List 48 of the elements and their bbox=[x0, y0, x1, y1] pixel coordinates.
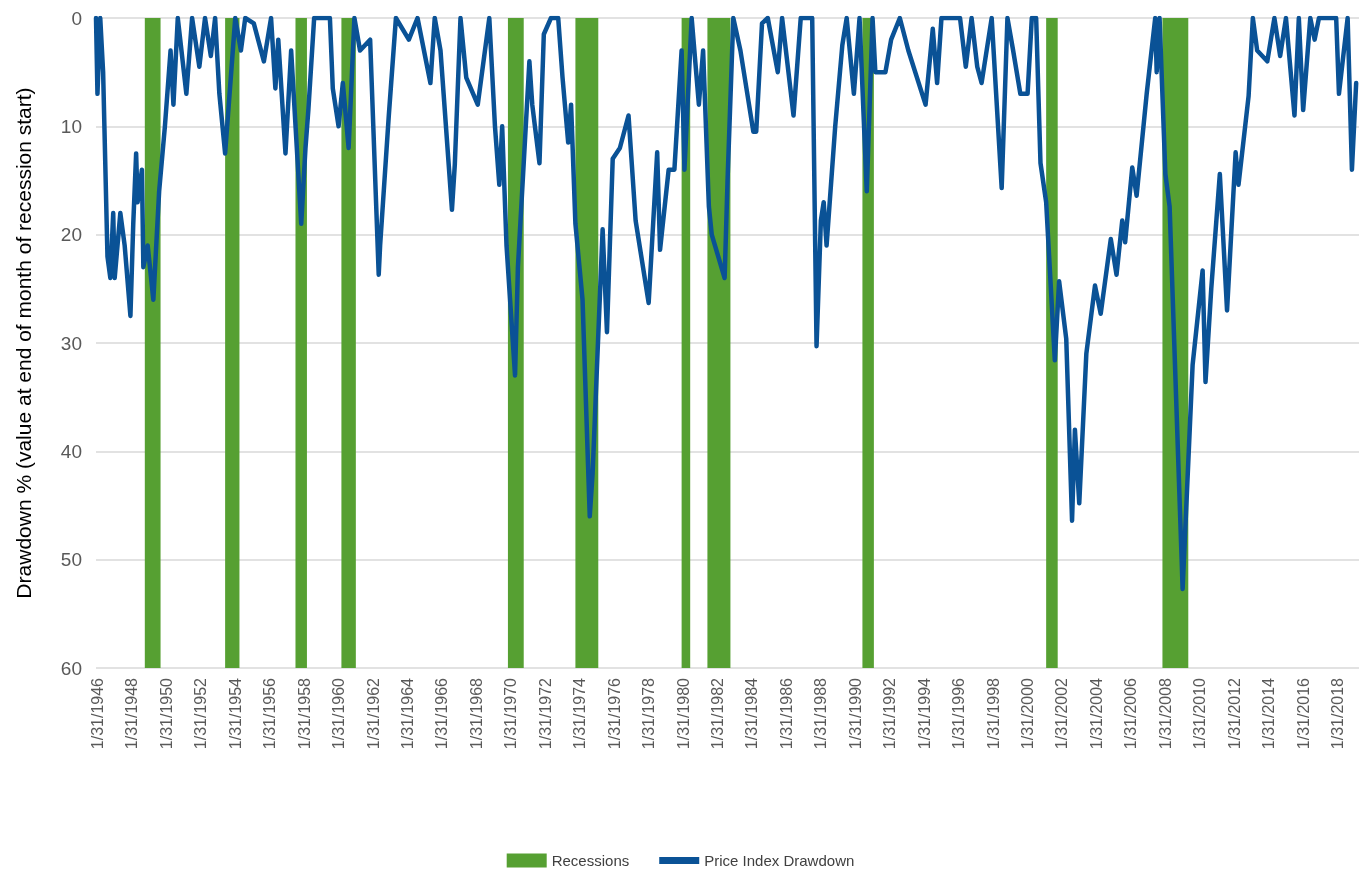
x-tick-label: 1/31/1976 bbox=[605, 677, 623, 750]
x-tick-label: 1/31/1960 bbox=[330, 677, 348, 750]
x-tick-label: 1/31/1970 bbox=[502, 677, 520, 750]
x-tick-label: 1/31/1990 bbox=[846, 677, 864, 750]
x-tick-label: 1/31/2016 bbox=[1294, 677, 1312, 750]
x-tick-label: 1/31/1998 bbox=[984, 677, 1002, 750]
x-tick-label: 1/31/1994 bbox=[915, 677, 933, 750]
x-tick-label: 1/31/2012 bbox=[1225, 677, 1243, 750]
legend-label: Recessions bbox=[551, 852, 630, 869]
x-tick-label: 1/31/1954 bbox=[226, 677, 244, 750]
x-tick-label: 1/31/1964 bbox=[398, 677, 416, 750]
x-tick-label: 1/31/1980 bbox=[674, 677, 692, 750]
x-tick-label: 1/31/1974 bbox=[571, 677, 589, 750]
x-tick-label: 1/31/1996 bbox=[950, 677, 968, 750]
x-tick-label: 1/31/1956 bbox=[261, 677, 279, 750]
y-tick-label: 10 bbox=[60, 115, 82, 137]
x-tick-label: 1/31/2004 bbox=[1087, 677, 1105, 750]
y-tick-label: 50 bbox=[60, 549, 82, 571]
x-tick-label: 1/31/1984 bbox=[743, 677, 761, 750]
x-tick-label: 1/31/2002 bbox=[1053, 677, 1071, 750]
line-series bbox=[93, 15, 1359, 592]
legend-label: Price Index Drawdown bbox=[704, 852, 855, 869]
y-tick-label: 20 bbox=[60, 224, 82, 246]
x-tick-label: 1/31/1946 bbox=[88, 677, 106, 750]
y-tick-label: 0 bbox=[71, 7, 82, 29]
x-tick-label: 1/31/1950 bbox=[157, 677, 175, 750]
x-tick-label: 1/31/1992 bbox=[881, 677, 899, 750]
y-tick-label: 60 bbox=[60, 657, 82, 679]
x-tick-label: 1/31/2018 bbox=[1329, 677, 1347, 750]
x-tick-label: 1/31/2000 bbox=[1019, 677, 1037, 750]
x-tick-label: 1/31/1972 bbox=[536, 677, 554, 750]
x-tick-label: 1/31/1978 bbox=[640, 677, 658, 750]
x-tick-label: 1/31/1962 bbox=[364, 677, 382, 750]
x-tick-label: 1/31/1966 bbox=[433, 677, 451, 750]
y-tick-label: 40 bbox=[60, 440, 82, 462]
x-tick-label: 1/31/2014 bbox=[1260, 677, 1278, 750]
x-tick-label: 1/31/1968 bbox=[467, 677, 485, 750]
x-tick-label: 1/31/2010 bbox=[1191, 677, 1209, 750]
x-tick-label: 1/31/2008 bbox=[1156, 677, 1174, 750]
y-tick-label: 30 bbox=[60, 332, 82, 354]
y-axis-title: Drawdown % (value at end of month of recession start) bbox=[12, 87, 35, 599]
x-tick-label: 1/31/1952 bbox=[192, 677, 210, 750]
x-tick-label: 1/31/1982 bbox=[709, 677, 726, 750]
x-tick-label: 1/31/2006 bbox=[1122, 677, 1140, 750]
x-tick-label: 1/31/1948 bbox=[123, 677, 141, 750]
x-tick-label: 1/31/1986 bbox=[777, 677, 795, 750]
x-tick-label: 1/31/1958 bbox=[295, 677, 313, 750]
x-tick-label: 1/31/1988 bbox=[812, 677, 830, 750]
